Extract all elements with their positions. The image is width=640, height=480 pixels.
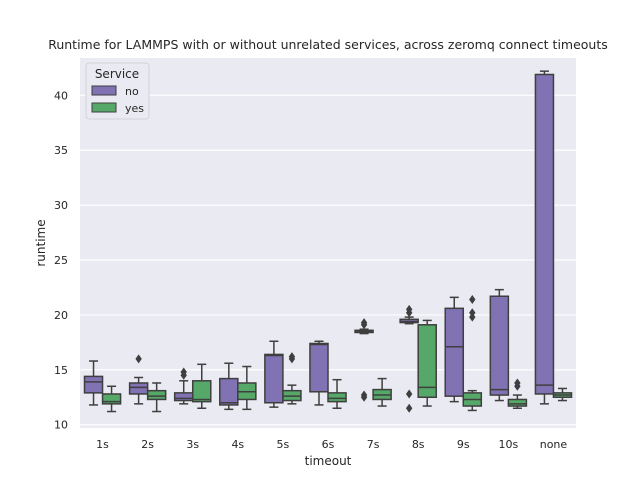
box-body [173, 392, 194, 402]
y-tick-label: 20 [54, 309, 68, 322]
y-axis-label: runtime [34, 219, 48, 266]
legend-swatch-yes [91, 102, 117, 113]
box-yes-10s [507, 378, 528, 409]
box-yes-6s [327, 378, 347, 409]
outlier-point [360, 390, 368, 400]
x-tick-label: 3s [186, 438, 199, 451]
outlier-point [469, 308, 476, 318]
chart-title: Runtime for LAMMPS with or without unrel… [48, 37, 608, 52]
legend: Service no yes [85, 62, 150, 120]
x-axis-ticks: 1s 2s 3s 4s 5s 6s 7s 8s 9s 10s none [96, 438, 567, 451]
y-tick-label: 25 [54, 254, 68, 267]
box-body [507, 398, 528, 407]
outlier-point [360, 318, 368, 328]
x-axis-label: timeout [305, 454, 352, 468]
box-plots [83, 70, 573, 413]
y-tick-label: 10 [54, 419, 68, 432]
legend-label-no: no [125, 85, 139, 98]
x-tick-label: 7s [367, 438, 380, 451]
x-tick-label: 6s [322, 438, 335, 451]
y-tick-label: 40 [54, 89, 68, 102]
box-yes-1s [101, 385, 122, 413]
box-body [101, 393, 122, 405]
box-no-1s [83, 360, 104, 406]
box-yes-9s [462, 295, 483, 412]
outlier-point [405, 304, 413, 314]
y-axis-ticks: 10 15 20 25 30 35 40 [54, 89, 68, 431]
box-body [309, 342, 329, 393]
box-body [417, 324, 437, 399]
outlier-point [288, 352, 296, 362]
box-body [534, 73, 555, 395]
y-tick-label: 35 [54, 144, 68, 157]
y-tick-label: 30 [54, 199, 68, 212]
box-no-6s [309, 340, 329, 406]
y-tick-label: 15 [54, 364, 68, 377]
box-no-8s [399, 304, 419, 413]
box-body [264, 353, 284, 404]
outlier-point [514, 378, 521, 388]
box-no-none [534, 70, 555, 405]
x-tick-label: 8s [412, 438, 425, 451]
box-body [191, 380, 212, 403]
x-tick-label: none [540, 438, 568, 451]
box-no-2s [128, 354, 149, 405]
box-body [128, 382, 149, 395]
x-tick-label: 1s [96, 438, 109, 451]
box-no-5s [264, 340, 284, 408]
outlier-point [180, 367, 187, 377]
box-body [219, 377, 239, 406]
x-tick-label: 2s [141, 438, 154, 451]
x-tick-label: 9s [457, 438, 470, 451]
box-body [83, 375, 104, 394]
box-body [327, 392, 347, 403]
x-tick-label: 10s [498, 438, 518, 451]
box-yes-7s [372, 377, 392, 407]
box-yes-2s [146, 382, 167, 413]
box-no-3s [173, 367, 194, 405]
box-no-10s [489, 288, 510, 402]
legend-title: Service [95, 67, 139, 81]
box-body [146, 389, 167, 401]
box-no-9s [444, 296, 465, 403]
legend-label-yes: yes [125, 102, 144, 115]
x-tick-label: 5s [277, 438, 290, 451]
box-yes-3s [191, 363, 212, 409]
box-body [489, 295, 510, 396]
box-yes-5s [282, 352, 302, 405]
x-tick-label: 4s [231, 438, 244, 451]
box-no-7s [354, 318, 374, 402]
box-yes-4s [237, 365, 257, 411]
box-yes-none [552, 387, 573, 402]
outlier-point [405, 389, 413, 399]
box-body [444, 307, 465, 397]
legend-swatch-no [91, 85, 117, 96]
outlier-point [469, 295, 476, 305]
box-yes-8s [417, 319, 437, 407]
outlier-point [405, 403, 413, 413]
outlier-point [135, 354, 142, 364]
